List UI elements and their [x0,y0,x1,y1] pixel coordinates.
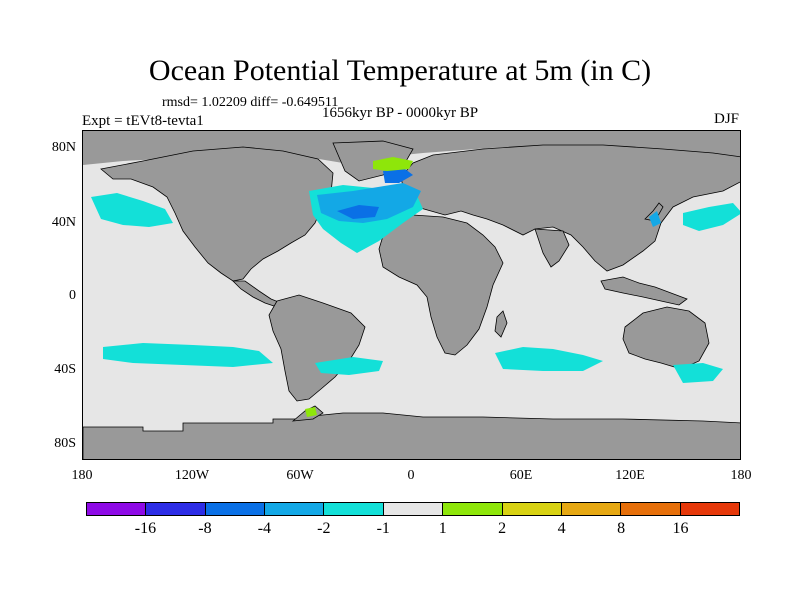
colorbar [86,502,740,516]
west-pacific-cool-strong [649,211,661,227]
lon-label-0: 0 [407,468,415,483]
colorbar-label: 16 [672,520,689,537]
lon-label-120e: 120E [615,468,645,483]
north-pacific-cool-east [683,203,740,231]
colorbar-label: -8 [198,520,212,537]
rmsd-diff-stats: rmsd= 1.02209 diff= -0.649511 [162,95,339,110]
colorbar-swatch [87,503,147,515]
colorbar-swatch [561,503,622,515]
colorbar-swatch [443,503,503,515]
maritime-continent-land [600,276,688,306]
lon-label-180w: 180 [71,468,93,483]
lon-label-60w: 60W [286,468,314,483]
colorbar-swatch [680,503,739,515]
eurasia-land [400,144,740,272]
colorbar-label: -2 [317,520,331,537]
southern-ocean-cool-patch [673,363,723,383]
world-map [83,131,740,459]
madagascar-land [494,310,508,338]
colorbar-label: -4 [257,520,272,537]
colorbar-label: 2 [498,520,507,537]
africa-land [378,214,504,356]
lon-label-180e: 180 [730,468,752,483]
colorbar-label: 1 [438,520,447,537]
colorbar-swatch [502,503,562,515]
colorbar-swatch [324,503,384,515]
indian-ocean-cool-band [495,347,603,371]
nordic-warm-band [373,157,413,171]
lon-label-60e: 60E [509,468,533,483]
colorbar-swatch [621,503,681,515]
lat-label-0: 0 [69,288,76,303]
lon-label-120w: 120W [174,468,210,483]
south-pacific-cool-band [103,343,273,367]
colorbar-label: -1 [376,520,390,537]
season-label: DJF [714,111,740,127]
north-pacific-cool-west [91,193,173,227]
australia-land [622,306,710,370]
colorbar-label: 4 [557,520,566,537]
nordic-cool-strong [383,169,413,183]
india-land [534,228,570,268]
lat-label-40n: 40N [51,215,76,230]
antarctica-land [83,412,740,459]
south-america-land [268,294,366,402]
colorbar-swatch [205,503,266,515]
lat-label-80n: 80N [51,140,76,155]
colorbar-label: -16 [134,520,157,537]
south-atlantic-cool-band [315,357,383,375]
lat-label-40s: 40S [54,362,76,377]
time-period-label: 1656kyr BP - 0000kyr BP [322,105,479,121]
colorbar-swatch [383,503,444,515]
lat-label-80s: 80S [54,436,76,451]
north-atlantic-cool-strong [337,205,379,219]
plot-title: Ocean Potential Temperature at 5m (in C) [148,54,652,87]
map-panel [82,130,741,460]
antarctic-warm-patch [305,407,317,417]
arctic-band [83,131,740,165]
north-america-land [100,146,334,282]
colorbar-label: 8 [617,520,626,537]
colorbar-swatch [146,503,206,515]
experiment-label: Expt = tEVt8-tevta1 [82,113,204,129]
colorbar-swatch [265,503,325,515]
